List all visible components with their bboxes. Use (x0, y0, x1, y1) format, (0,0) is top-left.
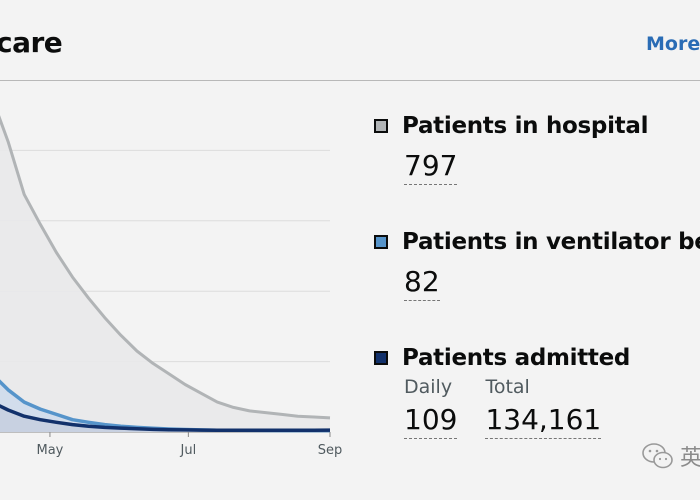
admitted-legend-swatch (374, 351, 388, 365)
metric-label: Patients admitted (402, 345, 631, 371)
metric-label: Patients in hospital (402, 113, 649, 139)
metric-value[interactable]: 82 (404, 265, 440, 301)
metric-patients-admitted: Patients admitted Daily 109 Total 134,16… (374, 345, 630, 439)
total-value[interactable]: 134,161 (485, 403, 602, 439)
x-tick-label: Jul (180, 443, 197, 458)
total-metric: Total 134,161 (485, 375, 602, 439)
card-header: care More d (0, 0, 700, 81)
metric-label: Patients in ventilator bed (402, 229, 700, 255)
x-tick-label: May (36, 443, 63, 458)
wechat-icon (642, 443, 673, 469)
wechat-watermark: 英 (640, 440, 700, 472)
ventilator-legend-swatch (374, 235, 388, 249)
card-title: care (0, 26, 63, 59)
daily-label: Daily (404, 376, 453, 398)
daily-metric: Daily 109 (404, 375, 458, 439)
x-tick-label: Sep (318, 443, 343, 458)
hospital-legend-swatch (374, 119, 388, 133)
chart-lines (0, 115, 331, 433)
watermark-text: 英 (680, 446, 700, 471)
chart-areas (0, 119, 330, 432)
hospital-chart: May Jul Sep (0, 115, 342, 458)
series-area (0, 406, 330, 432)
metric-patients-in-hospital: Patients in hospital 797 (374, 113, 648, 185)
series-line (0, 115, 331, 420)
total-label: Total (485, 376, 530, 398)
more-link[interactable]: More d (646, 33, 700, 55)
series-line (0, 404, 331, 433)
metric-value[interactable]: 797 (404, 149, 458, 185)
daily-value[interactable]: 109 (404, 403, 458, 439)
metric-patients-in-ventilator-bed: Patients in ventilator bed 82 (374, 229, 700, 301)
series-area (0, 119, 330, 432)
chart-x-ticks: May Jul Sep (36, 432, 342, 458)
